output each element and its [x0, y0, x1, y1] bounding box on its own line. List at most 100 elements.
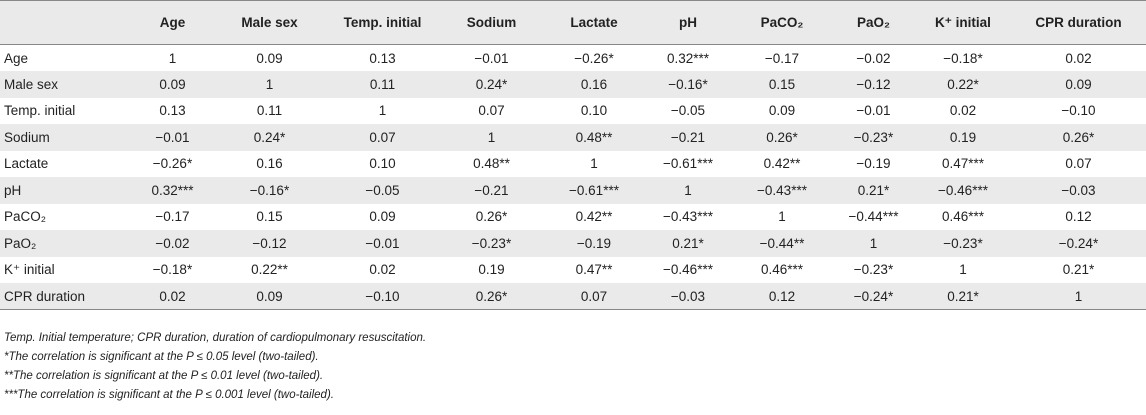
- table-cell: −0.12: [252, 235, 287, 251]
- table-cell: −0.10: [326, 283, 439, 310]
- table-cell: −0.26*: [152, 156, 193, 172]
- table-cell: 0.11: [256, 103, 283, 119]
- table-cell: 0.46***: [760, 262, 804, 278]
- table-cell: 0.24*: [253, 129, 286, 145]
- table-cell: 0.47**: [575, 262, 613, 278]
- table-cell: −0.21: [670, 129, 706, 145]
- footnote: Temp. Initial temperature; CPR duration,…: [4, 332, 427, 344]
- footnote: *The correlation is significant at the P…: [4, 351, 319, 363]
- table-cell: −0.43***: [663, 209, 713, 225]
- table-body: Age 1 0.09 0.13 −0.01 −0.26* 0.32*** −0.17 −0.02…: [0, 45, 1146, 310]
- table-cell: −0.17: [764, 50, 800, 66]
- footnote: ***The correlation is significant at the…: [4, 389, 334, 401]
- table-cell: −0.44**: [759, 235, 805, 251]
- table-cell: 1: [265, 76, 274, 92]
- table-cell: 0.26*: [475, 209, 508, 225]
- table-cell: −0.24*: [832, 283, 915, 310]
- correlation-table: Age Male sex Temp. initial Sodium Lactat…: [0, 0, 1146, 310]
- header-corner: [0, 0, 132, 45]
- table-cell: 0.24*: [475, 76, 508, 92]
- table-cell: −0.18*: [152, 262, 193, 278]
- row-label: CPR duration: [0, 283, 132, 310]
- table-cell: −0.16*: [668, 76, 708, 92]
- table-cell: 0.12: [1065, 209, 1092, 225]
- table-cell: −0.23*: [471, 235, 512, 251]
- table-cell: 0.48**: [473, 156, 510, 172]
- table-cell: 0.07: [544, 283, 644, 310]
- table-cell: 0.02: [1065, 50, 1092, 66]
- column-header: Temp. initial: [326, 0, 439, 45]
- table-cell: 0.47***: [941, 156, 985, 172]
- table-row: PaO₂ −0.02 −0.12 −0.01 −0.23* −0.19 0.21* −0.44…: [0, 230, 1146, 257]
- table-cell: 0.11: [369, 76, 396, 92]
- table-cell: −0.16*: [249, 182, 290, 198]
- table-cell: 1: [168, 50, 177, 66]
- table-cell: 0.22**: [251, 262, 288, 278]
- table-cell: 0.07: [369, 129, 396, 145]
- table-cell: −0.46***: [663, 262, 713, 278]
- table-cell: 0.13: [159, 103, 186, 119]
- column-header: Lactate: [544, 0, 644, 45]
- table-cell: 0.15: [256, 209, 283, 225]
- table-cell: 1: [590, 156, 598, 172]
- table-cell: −0.05: [365, 182, 400, 198]
- table-row: K⁺ initial −0.18* 0.22** 0.02 0.19 0.47** −0.4…: [0, 257, 1146, 284]
- table-cell: −0.03: [644, 283, 732, 310]
- table-row: Male sex 0.09 1 0.11 0.24* 0.16 −0.16* 0.15 −0.1…: [0, 71, 1146, 98]
- table-cell: −0.10: [1061, 103, 1096, 119]
- table-cell: 0.09: [159, 76, 186, 92]
- row-label: Sodium: [4, 129, 50, 145]
- table-cell: −0.18*: [943, 50, 983, 66]
- table-cell: 0.09: [256, 50, 283, 66]
- table-cell: −0.24*: [1058, 235, 1099, 251]
- row-label: PaCO₂: [4, 209, 47, 225]
- table-cell: 0.21*: [1062, 262, 1095, 278]
- column-header: pH: [644, 0, 732, 45]
- table-row: Temp. initial 0.13 0.11 1 0.07 0.10 −0.05 0.09 −…: [0, 98, 1146, 125]
- table-row: Age 1 0.09 0.13 −0.01 −0.26* 0.32*** −0.17 −0.02…: [0, 45, 1146, 72]
- table-row: pH 0.32*** −0.16* −0.05 −0.21 −0.61*** 1 −0.43*…: [0, 177, 1146, 204]
- row-label: Age: [4, 50, 29, 66]
- table-cell: −0.44***: [848, 209, 899, 225]
- table-cell: 0.02: [949, 103, 977, 119]
- table-row: Sodium −0.01 0.24* 0.07 1 0.48** −0.21 0.26* −0.…: [0, 124, 1146, 151]
- row-label: pH: [4, 182, 22, 198]
- table-cell: 0.09: [213, 283, 326, 310]
- table-cell: −0.46***: [938, 182, 988, 198]
- table-cell: 0.15: [768, 76, 796, 92]
- table-cell: 0.16: [256, 156, 283, 172]
- table-cell: −0.12: [856, 76, 891, 92]
- table-cell: 0.02: [132, 283, 213, 310]
- table-cell: 0.21*: [857, 182, 890, 198]
- table-cell: 0.46***: [941, 209, 985, 225]
- row-label: Temp. initial: [4, 103, 76, 119]
- table-cell: 0.26*: [1062, 129, 1095, 145]
- table-cell: 0.02: [369, 262, 396, 278]
- column-header: PaCO₂: [732, 0, 832, 45]
- row-label: K⁺ initial: [4, 261, 55, 277]
- table-cell: −0.02: [856, 50, 891, 66]
- table-cell: −0.02: [155, 235, 190, 251]
- table-cell: 0.32***: [666, 50, 710, 66]
- table-cell: −0.26*: [574, 50, 614, 66]
- table-cell: 0.26*: [766, 129, 798, 145]
- table-cell: 0.09: [1065, 76, 1092, 92]
- footnote: **The correlation is significant at the …: [4, 370, 324, 382]
- table-cell: 0.07: [478, 103, 505, 119]
- column-header: Male sex: [213, 0, 326, 45]
- table-cell: 0.48**: [575, 129, 613, 145]
- table-cell: −0.01: [856, 103, 891, 119]
- table-cell: 1: [487, 129, 496, 145]
- table-cell: −0.01: [155, 129, 190, 145]
- table-cell: 0.16: [580, 76, 608, 92]
- table-cell: −0.01: [474, 50, 509, 66]
- column-header: CPR duration: [1011, 0, 1146, 45]
- table-cell: −0.23*: [853, 262, 894, 278]
- table-cell: 0.10: [369, 156, 396, 172]
- table-cell: −0.61***: [569, 182, 619, 198]
- row-label: Lactate: [4, 156, 49, 172]
- table-cell: −0.21: [474, 182, 509, 198]
- table-cell: 0.21*: [672, 235, 704, 251]
- table-cell: −0.01: [365, 235, 400, 251]
